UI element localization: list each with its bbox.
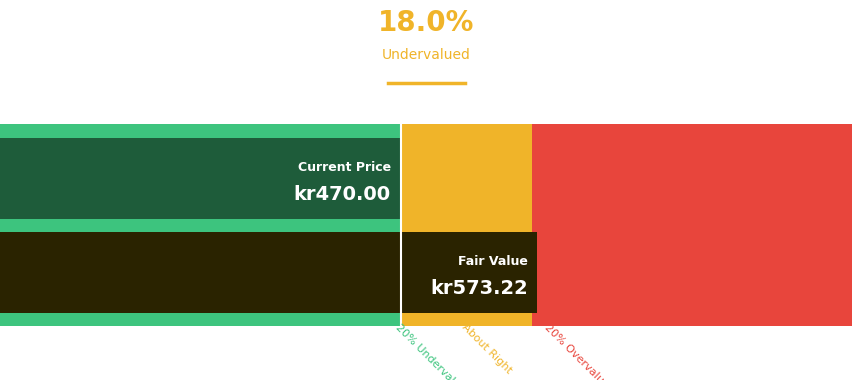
Bar (532, 124, 852, 138)
Bar (400, 124, 532, 138)
Bar (400, 138, 532, 218)
Text: Undervalued: Undervalued (382, 48, 470, 62)
Bar (0, 232, 536, 313)
Bar (532, 138, 852, 218)
Text: 20% Overvalued: 20% Overvalued (542, 322, 614, 380)
Text: 18.0%: 18.0% (378, 10, 474, 37)
Text: Current Price: Current Price (297, 161, 390, 174)
Text: Fair Value: Fair Value (458, 255, 527, 268)
Bar (400, 313, 532, 326)
Bar (0, 218, 400, 232)
Bar (532, 232, 852, 313)
Bar (532, 313, 852, 326)
Text: 20% Undervalued: 20% Undervalued (394, 322, 471, 380)
Text: kr573.22: kr573.22 (429, 279, 527, 298)
Bar (532, 218, 852, 232)
Bar (400, 218, 532, 232)
Text: About Right: About Right (459, 322, 513, 376)
Bar (0, 138, 400, 218)
Bar (0, 138, 400, 218)
Text: kr470.00: kr470.00 (293, 185, 390, 204)
Bar (0, 232, 400, 313)
Bar (400, 232, 532, 313)
Bar (0, 124, 400, 138)
Bar (0, 313, 400, 326)
